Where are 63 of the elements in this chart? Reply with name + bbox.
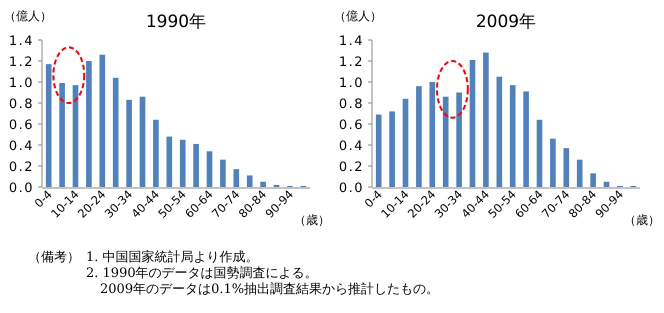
- y-tick-label: 1.4: [338, 34, 364, 49]
- y-axis-title: （億人）: [334, 9, 382, 23]
- y-tick-label: 0.6: [8, 118, 34, 133]
- bar: [126, 100, 132, 187]
- bar: [496, 76, 502, 187]
- y-axis-title: （億人）: [4, 9, 52, 23]
- y-tick-label: 0.2: [338, 160, 364, 175]
- text: 1. 中国国家統計局より作成。: [86, 249, 259, 265]
- bar: [59, 83, 65, 187]
- bar: [246, 175, 253, 187]
- bar: [193, 144, 199, 187]
- chart-title: 2009年: [476, 12, 536, 32]
- bar: [260, 182, 266, 187]
- y-tick-label: 0.0: [338, 181, 364, 196]
- bar: [72, 85, 78, 187]
- bar: [416, 86, 422, 187]
- bar: [220, 160, 226, 187]
- bar: [590, 173, 596, 187]
- x-tick-label: 0-4: [32, 187, 55, 210]
- chart-title: 1990年: [146, 12, 206, 32]
- bar: [456, 92, 462, 187]
- y-tick-label: 0.0: [8, 181, 34, 196]
- bar: [140, 96, 146, 187]
- bar: [604, 182, 610, 187]
- bar: [389, 111, 395, 187]
- bar: [429, 82, 436, 187]
- bar: [470, 60, 476, 187]
- bar: [86, 61, 92, 187]
- x-axis-title: （歳）: [624, 213, 660, 227]
- bar: [206, 151, 212, 187]
- bar: [483, 52, 489, 187]
- bar: [523, 91, 529, 187]
- y-tick-label: 1.2: [338, 55, 364, 70]
- y-tick-label: 0.8: [8, 97, 34, 112]
- bar: [180, 140, 186, 187]
- y-tick-label: 0.4: [8, 139, 34, 154]
- y-tick-label: 1.0: [8, 76, 34, 91]
- bar: [99, 54, 106, 187]
- text: 2. 1990年のデータは国勢調査による。: [86, 266, 318, 281]
- bar: [46, 64, 52, 187]
- bar: [112, 78, 119, 187]
- bar: [233, 169, 240, 187]
- y-tick-label: 0.4: [338, 139, 364, 154]
- bar: [576, 160, 583, 187]
- y-tick-label: 0.2: [8, 160, 34, 175]
- y-tick-label: 0.8: [338, 97, 364, 112]
- bar: [442, 96, 449, 187]
- bar: [563, 148, 570, 187]
- y-tick-label: 1.0: [338, 76, 364, 91]
- bar: [153, 120, 159, 187]
- y-tick-label: 0.6: [338, 118, 364, 133]
- bar: [510, 85, 516, 187]
- bar: [166, 136, 172, 187]
- text: 2009年のデータは0.1%抽出調査結果から推計したもの。: [100, 282, 440, 297]
- x-axis-title: （歳）: [294, 213, 330, 227]
- y-tick-label: 1.4: [8, 34, 34, 49]
- bar: [376, 114, 382, 187]
- text: （備考）: [28, 250, 80, 265]
- y-tick-label: 1.2: [8, 55, 34, 70]
- bar: [536, 120, 542, 187]
- bar: [550, 138, 556, 187]
- x-tick-label: 0-4: [362, 187, 385, 210]
- bar: [402, 98, 408, 187]
